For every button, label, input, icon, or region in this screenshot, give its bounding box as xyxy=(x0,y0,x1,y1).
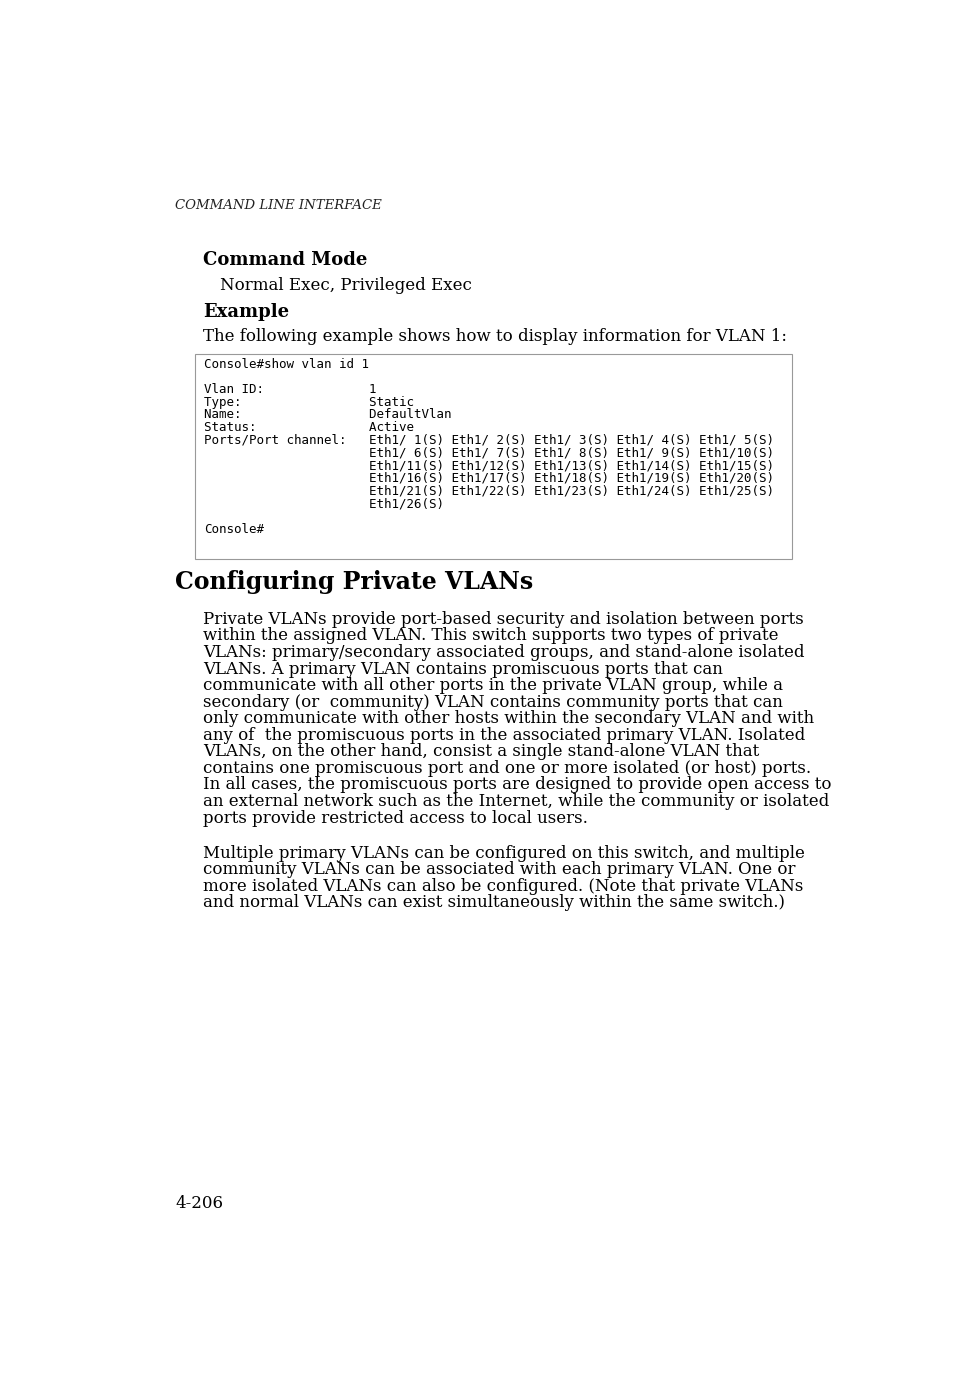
Text: Eth1/16(S) Eth1/17(S) Eth1/18(S) Eth1/19(S) Eth1/20(S): Eth1/16(S) Eth1/17(S) Eth1/18(S) Eth1/19… xyxy=(204,472,774,484)
Text: COMMAND LINE INTERFACE: COMMAND LINE INTERFACE xyxy=(174,198,381,212)
Text: Example: Example xyxy=(203,304,289,322)
FancyBboxPatch shape xyxy=(195,354,791,559)
Text: Console#: Console# xyxy=(204,523,264,536)
Text: within the assigned VLAN. This switch supports two types of private: within the assigned VLAN. This switch su… xyxy=(203,627,778,644)
Text: Status:               Active: Status: Active xyxy=(204,421,414,434)
Text: Ports/Port channel:   Eth1/ 1(S) Eth1/ 2(S) Eth1/ 3(S) Eth1/ 4(S) Eth1/ 5(S): Ports/Port channel: Eth1/ 1(S) Eth1/ 2(S… xyxy=(204,434,774,447)
Text: Command Mode: Command Mode xyxy=(203,251,367,269)
Text: Private VLANs provide port-based security and isolation between ports: Private VLANs provide port-based securit… xyxy=(203,611,802,627)
Text: VLANs: primary/secondary associated groups, and stand-alone isolated: VLANs: primary/secondary associated grou… xyxy=(203,644,803,661)
Text: The following example shows how to display information for VLAN 1:: The following example shows how to displ… xyxy=(203,328,786,344)
Text: any of  the promiscuous ports in the associated primary VLAN. Isolated: any of the promiscuous ports in the asso… xyxy=(203,727,804,744)
Text: communicate with all other ports in the private VLAN group, while a: communicate with all other ports in the … xyxy=(203,677,782,694)
Text: community VLANs can be associated with each primary VLAN. One or: community VLANs can be associated with e… xyxy=(203,861,795,879)
Text: and normal VLANs can exist simultaneously within the same switch.): and normal VLANs can exist simultaneousl… xyxy=(203,894,784,912)
Text: Eth1/11(S) Eth1/12(S) Eth1/13(S) Eth1/14(S) Eth1/15(S): Eth1/11(S) Eth1/12(S) Eth1/13(S) Eth1/14… xyxy=(204,459,774,472)
Text: 4-206: 4-206 xyxy=(174,1195,223,1212)
Text: Configuring Private VLANs: Configuring Private VLANs xyxy=(174,569,533,594)
Text: Normal Exec, Privileged Exec: Normal Exec, Privileged Exec xyxy=(220,276,472,294)
Text: an external network such as the Internet, while the community or isolated: an external network such as the Internet… xyxy=(203,793,828,811)
Text: contains one promiscuous port and one or more isolated (or host) ports.: contains one promiscuous port and one or… xyxy=(203,761,810,777)
Text: Name:                 DefaultVlan: Name: DefaultVlan xyxy=(204,408,452,422)
Text: Console#show vlan id 1: Console#show vlan id 1 xyxy=(204,358,369,371)
Text: only communicate with other hosts within the secondary VLAN and with: only communicate with other hosts within… xyxy=(203,711,813,727)
Text: VLANs. A primary VLAN contains promiscuous ports that can: VLANs. A primary VLAN contains promiscuo… xyxy=(203,661,722,677)
Text: ports provide restricted access to local users.: ports provide restricted access to local… xyxy=(203,809,587,827)
Text: Eth1/26(S): Eth1/26(S) xyxy=(204,497,444,511)
Text: In all cases, the promiscuous ports are designed to provide open access to: In all cases, the promiscuous ports are … xyxy=(203,776,831,794)
Text: VLANs, on the other hand, consist a single stand-alone VLAN that: VLANs, on the other hand, consist a sing… xyxy=(203,744,759,761)
Text: Multiple primary VLANs can be configured on this switch, and multiple: Multiple primary VLANs can be configured… xyxy=(203,845,804,862)
Text: Vlan ID:              1: Vlan ID: 1 xyxy=(204,383,376,396)
Text: Eth1/21(S) Eth1/22(S) Eth1/23(S) Eth1/24(S) Eth1/25(S): Eth1/21(S) Eth1/22(S) Eth1/23(S) Eth1/24… xyxy=(204,484,774,497)
Text: Eth1/ 6(S) Eth1/ 7(S) Eth1/ 8(S) Eth1/ 9(S) Eth1/10(S): Eth1/ 6(S) Eth1/ 7(S) Eth1/ 8(S) Eth1/ 9… xyxy=(204,447,774,459)
Text: secondary (or  community) VLAN contains community ports that can: secondary (or community) VLAN contains c… xyxy=(203,694,782,711)
Text: more isolated VLANs can also be configured. (Note that private VLANs: more isolated VLANs can also be configur… xyxy=(203,877,802,895)
Text: Type:                 Static: Type: Static xyxy=(204,396,414,408)
